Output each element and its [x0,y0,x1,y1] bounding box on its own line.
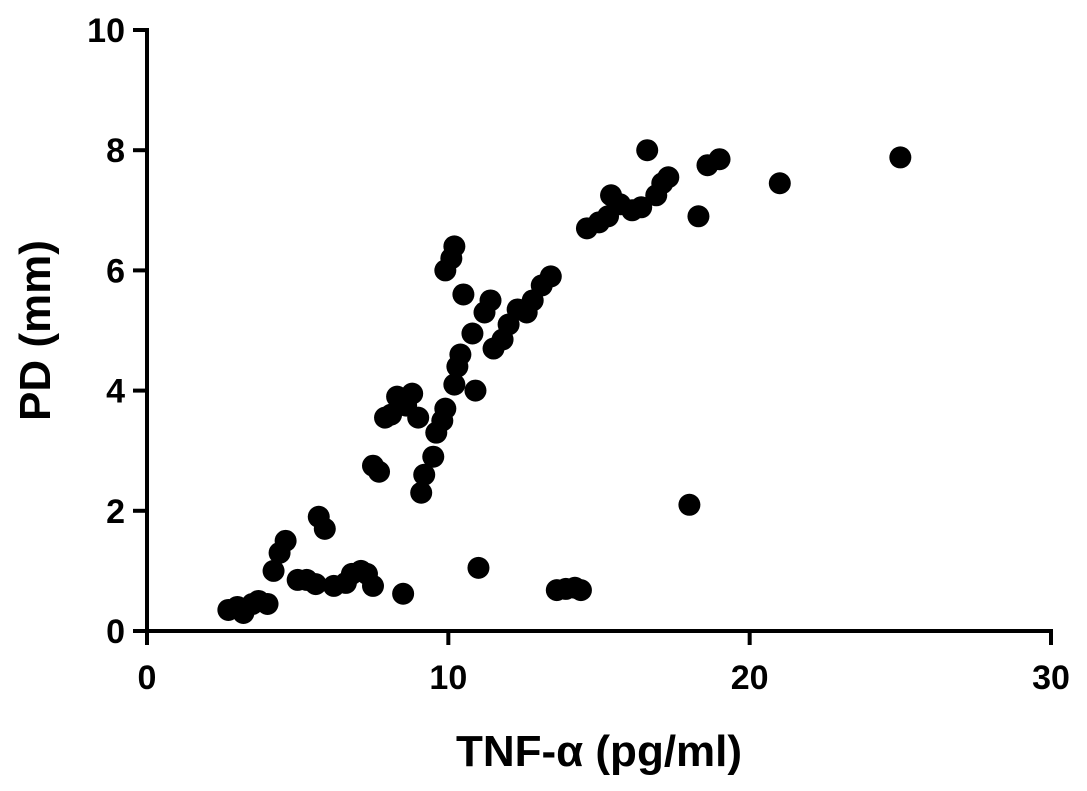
scatter-point [636,139,659,162]
y-tick-label: 2 [106,493,125,531]
x-tick-label: 10 [429,659,467,697]
scatter-point [464,379,487,402]
scatter-point [407,406,430,429]
scatter-point [657,166,680,189]
scatter-point [768,172,791,195]
scatter-point [569,579,592,602]
y-tick-label: 4 [106,373,125,411]
y-axis-ticks: 0 2 4 6 8 10 [87,12,147,651]
scatter-point [452,283,475,306]
y-tick-label: 10 [87,12,125,50]
scatter-point [630,196,653,219]
scatter-point [362,574,384,597]
data-points-layer [217,139,912,624]
scatter-point [434,397,457,420]
y-tick-label: 0 [106,613,125,651]
y-tick-label: 6 [106,252,125,290]
y-tick-label: 8 [106,132,125,170]
x-tick-label: 30 [1032,659,1070,697]
scatter-point [422,445,445,468]
scatter-point [392,582,415,605]
scatter-point [304,573,327,596]
x-tick-label: 20 [731,659,769,697]
scatter-point [678,493,701,516]
scatter-point [708,148,731,171]
scatter-point [467,556,490,579]
scatter-point [256,592,279,615]
scatter-point [443,235,466,258]
scatter-point [313,517,336,540]
scatter-point [687,205,710,228]
scatter-point [889,146,912,169]
scatter-point [479,289,502,312]
scatter-point [461,322,484,345]
scatter-point [539,265,562,288]
y-axis-title: PD (mm) [11,240,60,421]
scatter-point [449,343,472,366]
scatter-point [443,373,466,396]
axes-layer [145,28,1053,633]
scatter-point [413,463,436,486]
scatter-point [410,481,433,504]
x-axis-ticks: 0 10 20 30 [138,631,1070,697]
scatter-point [262,559,285,582]
scatter-point [368,460,391,483]
scatter-point [401,382,424,405]
x-axis-title: TNF-α (pg/ml) [456,727,742,776]
x-tick-label: 0 [138,659,157,697]
scatter-point [274,529,297,552]
